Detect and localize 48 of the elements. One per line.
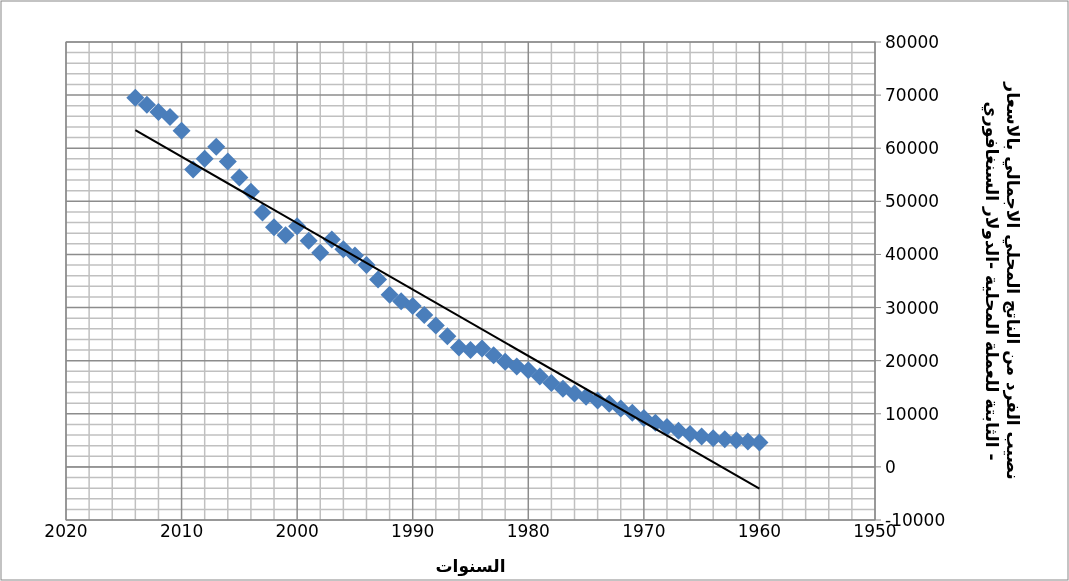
y-tick-label: 40000 (885, 244, 940, 265)
point (496, 352, 515, 371)
x-tick-label: 1970 (622, 520, 666, 541)
point (519, 361, 538, 380)
point (473, 339, 492, 358)
point (172, 121, 191, 140)
point (265, 218, 284, 237)
point (438, 327, 457, 346)
point (126, 88, 145, 107)
y-tick-label: 10000 (885, 403, 940, 424)
x-tick-label: 1960 (737, 520, 782, 541)
point (415, 305, 434, 324)
y-tick-label: 80000 (885, 32, 940, 52)
point (553, 379, 572, 398)
point (484, 346, 503, 365)
y-tick-label: 70000 (885, 85, 940, 106)
y-tick-label: 60000 (885, 138, 940, 159)
point (542, 373, 561, 392)
point (392, 292, 411, 311)
x-tick-label: 1990 (391, 520, 435, 541)
point (369, 270, 388, 289)
point (426, 316, 445, 335)
y-axis-title: نصيب الفرد من الناتج المحلي الاجمالي بالاسعار الثابتة للعملة المحلية -الدولار السنغافوري - (980, 81, 1023, 480)
point (530, 367, 549, 386)
point (207, 137, 226, 156)
point (195, 149, 214, 168)
point (218, 152, 237, 171)
point (161, 107, 180, 126)
point (276, 226, 295, 245)
point (403, 296, 422, 315)
point (311, 243, 330, 262)
point (149, 103, 168, 122)
x-tick-label: 1980 (506, 520, 550, 541)
point (507, 357, 526, 376)
point (230, 168, 249, 187)
x-tick-label: 2000 (275, 520, 319, 541)
y-tick-label: 20000 (885, 350, 940, 371)
x-tick-label: 2020 (44, 520, 88, 541)
point (299, 231, 318, 250)
x-tick-label: 2010 (159, 520, 204, 541)
y-tick-label: 0 (885, 456, 896, 477)
point (380, 285, 399, 304)
point (137, 95, 156, 114)
y-tick-label: 30000 (885, 297, 940, 318)
y-tick-label: 50000 (885, 191, 940, 212)
x-axis-title: السنوات (435, 556, 506, 577)
point (253, 203, 272, 222)
point (669, 421, 688, 440)
